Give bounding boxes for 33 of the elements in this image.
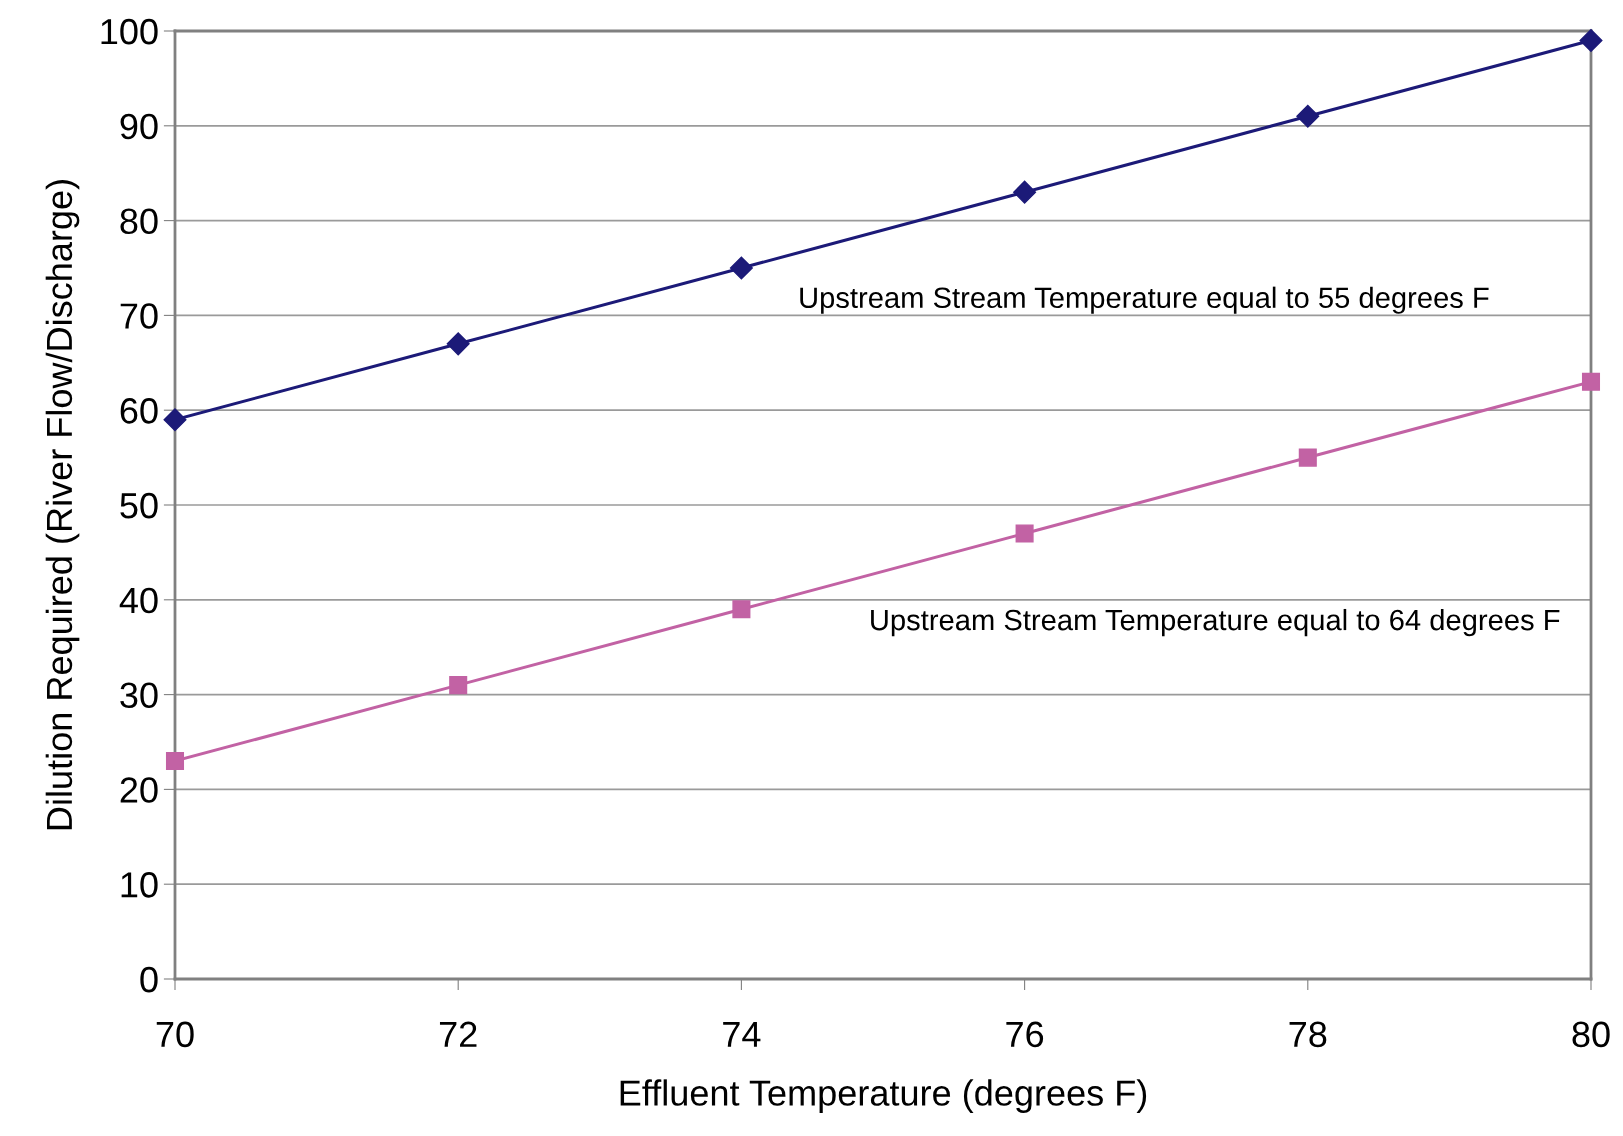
series-label: Upstream Stream Temperature equal to 64 degrees F xyxy=(871,608,1560,637)
point xyxy=(1581,372,1601,391)
x-tick-label: 70 xyxy=(156,1021,194,1048)
series-label: Upstream Stream Temperature equal to 55 degrees F xyxy=(800,286,1489,314)
y-tick-label: 10 xyxy=(121,872,158,898)
point xyxy=(449,676,468,695)
point xyxy=(163,408,187,432)
point xyxy=(1298,448,1317,467)
point xyxy=(732,600,751,619)
x-tick-label: 78 xyxy=(1289,1021,1327,1048)
y-tick-label: 50 xyxy=(120,492,158,519)
y-tick-label: 30 xyxy=(120,682,158,709)
y-axis-title: Dilution Required (River Flow/Discharge) xyxy=(45,180,80,830)
y-tick-label: 100 xyxy=(101,18,158,45)
x-axis-title: Effluent Temperature (degrees F) xyxy=(620,1079,1147,1113)
y-tick-label: 70 xyxy=(120,303,158,329)
x-tick-label: 76 xyxy=(1006,1021,1044,1048)
point xyxy=(729,256,753,280)
y-tick-label: 20 xyxy=(120,777,158,803)
y-tick-label: 80 xyxy=(120,208,158,235)
x-tick-label: 80 xyxy=(1572,1021,1610,1048)
point xyxy=(1296,104,1320,128)
x-tick-label: 74 xyxy=(723,1021,761,1047)
y-tick-label: 40 xyxy=(119,587,158,614)
point xyxy=(1015,524,1034,543)
y-tick-label: 90 xyxy=(120,113,158,140)
point xyxy=(1579,28,1603,52)
x-tick-label: 72 xyxy=(439,1021,477,1047)
y-tick-label: 0 xyxy=(140,966,158,993)
y-tick-label: 60 xyxy=(120,398,158,424)
point xyxy=(165,751,185,770)
point xyxy=(1013,180,1037,204)
point xyxy=(446,332,470,356)
